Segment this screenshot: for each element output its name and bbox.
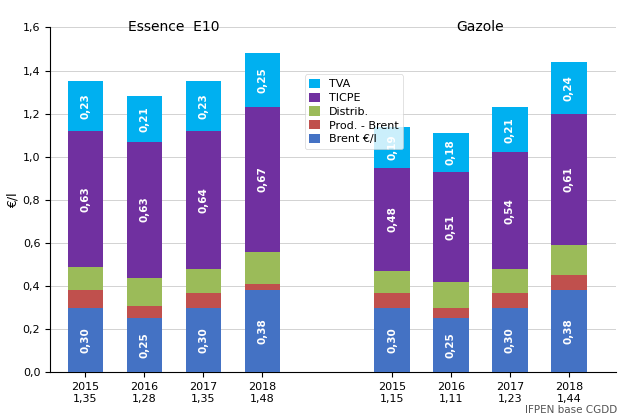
Bar — [245, 252, 280, 284]
Text: 0,61: 0,61 — [564, 167, 574, 192]
Bar — [551, 245, 587, 275]
Bar — [551, 62, 587, 114]
Bar — [186, 292, 221, 308]
Text: 0,24: 0,24 — [564, 75, 574, 101]
Text: Essence  E10: Essence E10 — [128, 20, 220, 34]
Bar — [492, 107, 528, 153]
Text: 0,67: 0,67 — [257, 166, 267, 192]
Text: Gazole: Gazole — [457, 20, 504, 34]
Bar — [492, 308, 528, 372]
Text: 0,30: 0,30 — [80, 327, 90, 353]
Bar — [433, 308, 468, 318]
Text: 0,30: 0,30 — [387, 327, 397, 353]
Bar — [374, 292, 410, 308]
Text: 0,63: 0,63 — [80, 186, 90, 212]
Bar — [374, 168, 410, 271]
Bar — [126, 142, 162, 277]
Text: 0,23: 0,23 — [80, 93, 90, 119]
Bar — [433, 282, 468, 308]
Text: 0,48: 0,48 — [387, 207, 397, 232]
Bar — [68, 81, 103, 131]
Text: 0,19: 0,19 — [387, 134, 397, 160]
Bar — [433, 172, 468, 282]
Text: 0,25: 0,25 — [446, 333, 456, 358]
Bar — [492, 153, 528, 269]
Bar — [186, 81, 221, 131]
Bar — [374, 271, 410, 292]
Bar — [433, 318, 468, 372]
Text: 0,51: 0,51 — [446, 214, 456, 240]
Bar — [433, 133, 468, 172]
Bar — [68, 267, 103, 290]
Bar — [186, 131, 221, 269]
Text: 0,23: 0,23 — [198, 93, 208, 119]
Bar — [374, 308, 410, 372]
Text: 0,21: 0,21 — [505, 117, 515, 143]
Bar — [551, 114, 587, 245]
Text: 0,30: 0,30 — [198, 327, 208, 353]
Text: 0,38: 0,38 — [564, 318, 574, 344]
Bar — [126, 305, 162, 318]
Text: IFPEN base CGDD: IFPEN base CGDD — [525, 405, 617, 415]
Bar — [245, 284, 280, 290]
Bar — [551, 290, 587, 372]
Text: 0,63: 0,63 — [140, 197, 150, 222]
Bar — [126, 96, 162, 142]
Bar — [68, 308, 103, 372]
Bar — [245, 107, 280, 252]
Bar — [245, 290, 280, 372]
Bar — [126, 277, 162, 305]
Text: 0,54: 0,54 — [505, 198, 515, 224]
Bar — [492, 292, 528, 308]
Text: 0,64: 0,64 — [198, 187, 208, 213]
Text: 0,18: 0,18 — [446, 140, 456, 166]
Y-axis label: €/l: €/l — [7, 192, 20, 208]
Text: 0,21: 0,21 — [140, 106, 150, 132]
Bar — [245, 53, 280, 107]
Text: 0,25: 0,25 — [257, 67, 267, 93]
Bar — [374, 127, 410, 168]
Bar — [492, 269, 528, 292]
Bar — [68, 131, 103, 267]
Legend: TVA, TICPE, Distrib., Prod. - Brent, Brent €/l: TVA, TICPE, Distrib., Prod. - Brent, Bre… — [305, 75, 403, 149]
Bar — [68, 290, 103, 308]
Text: 0,30: 0,30 — [505, 327, 515, 353]
Text: 0,38: 0,38 — [257, 318, 267, 344]
Bar — [551, 275, 587, 290]
Bar — [186, 269, 221, 292]
Text: 0,25: 0,25 — [140, 333, 150, 358]
Bar — [186, 308, 221, 372]
Bar — [126, 318, 162, 372]
